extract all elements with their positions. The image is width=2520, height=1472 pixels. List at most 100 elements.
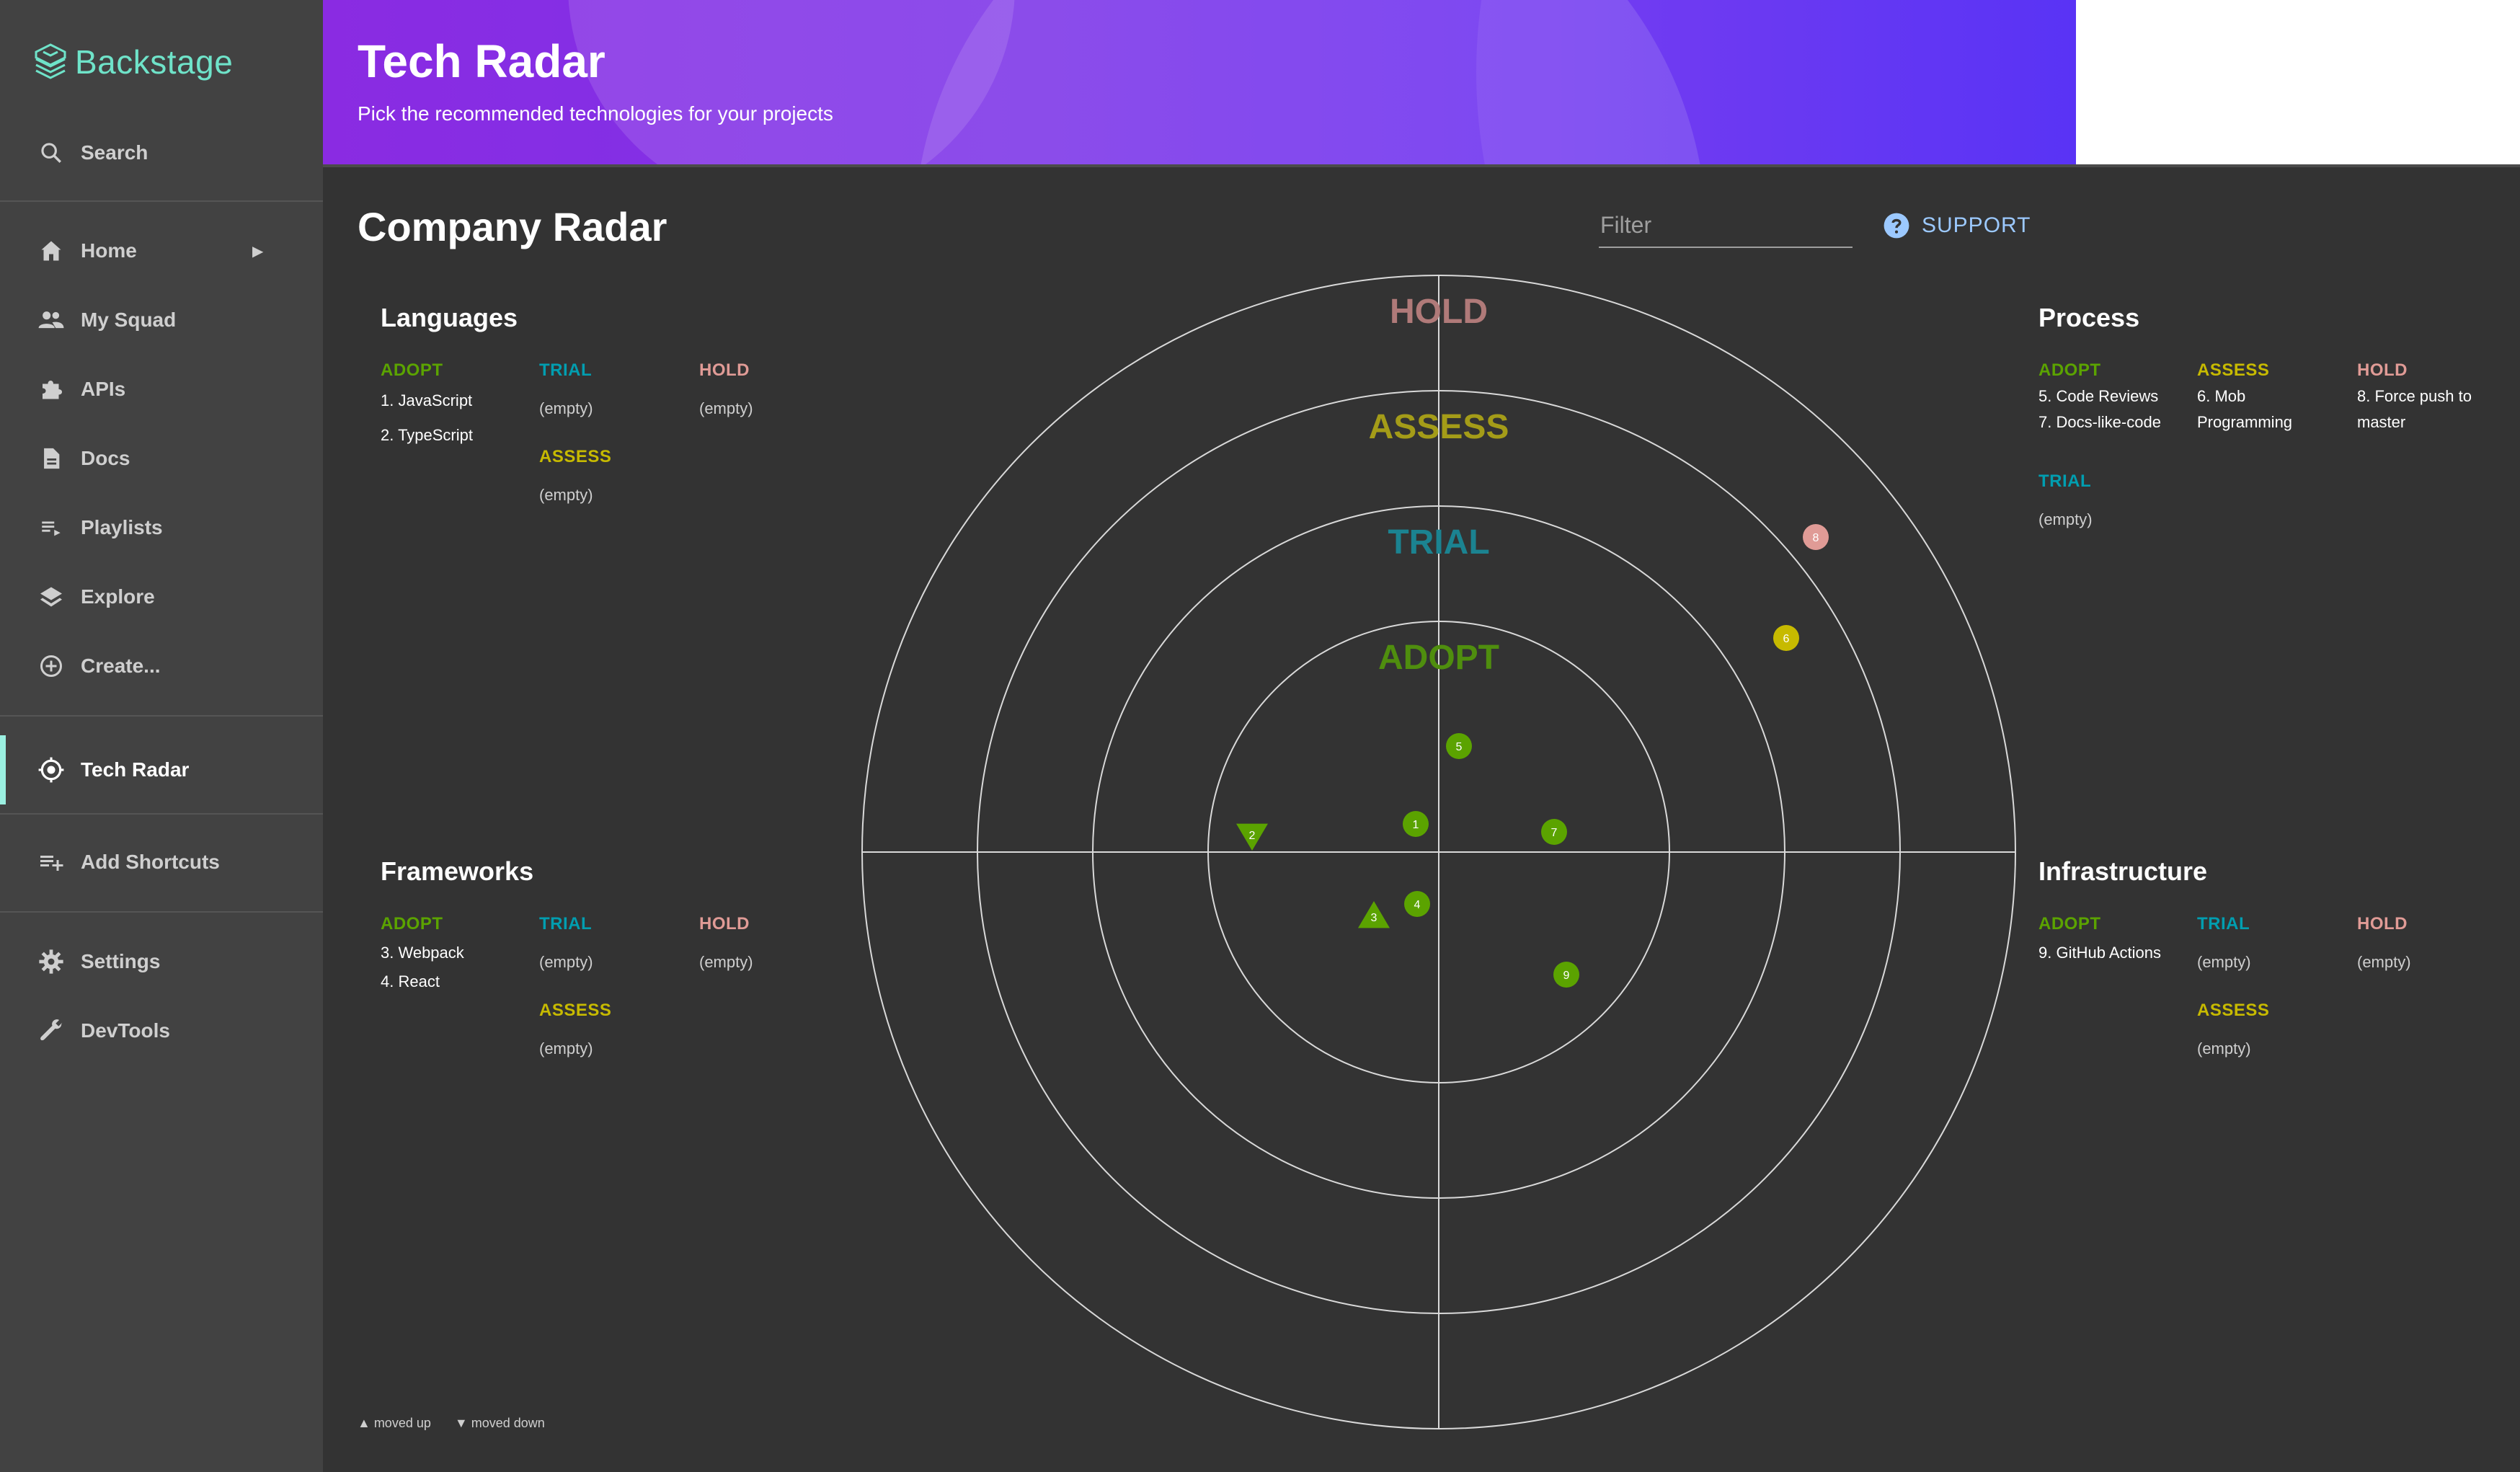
quadrant-title: Infrastructure: [2038, 856, 2208, 886]
sidebar-item-settings[interactable]: Settings: [0, 933, 323, 990]
ring-heading-adopt: ADOPT: [2038, 360, 2101, 380]
blip-marker[interactable]: [1803, 524, 1829, 550]
entry-docs-like-code[interactable]: 7. Docs-like-code: [2038, 413, 2161, 431]
chevron-right-icon[interactable]: ▶: [252, 243, 264, 260]
blip-2[interactable]: 2: [1236, 823, 1268, 851]
blip-marker[interactable]: [1236, 823, 1268, 851]
divider: [0, 200, 323, 202]
entry-github-actions[interactable]: 9. GitHub Actions: [2038, 944, 2161, 962]
ring-heading-adopt: ADOPT: [381, 360, 443, 380]
sidebar-item-label: Settings: [81, 950, 161, 972]
sidebar-item-label: Tech Radar: [81, 758, 190, 781]
ring-label-hold: HOLD: [1390, 293, 1488, 331]
ring-heading-trial: TRIAL: [2197, 914, 2250, 934]
page-header: Tech Radar Pick the recommended technolo…: [323, 0, 2076, 164]
quadrant-title: Frameworks: [381, 856, 534, 886]
legend: ▲ moved up ▼ moved down: [358, 1416, 565, 1431]
sidebar-item-label: Add Shortcuts: [81, 851, 220, 873]
entry-typescript[interactable]: 2. TypeScript: [381, 426, 473, 444]
header-divider: [323, 164, 2520, 167]
blip-8[interactable]: 8: [1803, 524, 1829, 550]
ring-heading-adopt: ADOPT: [381, 914, 443, 934]
filter-field[interactable]: [1599, 206, 1855, 248]
blip-number: 5: [1456, 741, 1463, 753]
entry-code-reviews[interactable]: 5. Code Reviews: [2038, 387, 2159, 405]
blip-marker[interactable]: [1553, 962, 1579, 988]
blip-marker[interactable]: [1541, 819, 1567, 845]
sidebar-item-label: Create...: [81, 655, 161, 677]
sidebar-item-playlists[interactable]: Playlists: [0, 499, 323, 557]
wrench-icon: [35, 1014, 68, 1047]
entry-mob-programming[interactable]: 6. Mob Programming: [2197, 387, 2293, 431]
sidebar: Backstage Search Home ▶ My Squad APIs Do…: [0, 0, 323, 1472]
quadrant-infrastructure: Infrastructure ADOPT 9. GitHub Actions T…: [2038, 856, 2500, 1073]
blip-5[interactable]: 5: [1446, 733, 1472, 759]
help-icon: [1884, 213, 1909, 239]
blip-3[interactable]: 3: [1358, 901, 1390, 928]
blip-9[interactable]: 9: [1553, 962, 1579, 988]
sidebar-item-home[interactable]: Home ▶: [0, 222, 323, 280]
divider: [0, 715, 323, 717]
header-decoration: [1476, 0, 2076, 164]
sidebar-item-label: Explore: [81, 585, 155, 608]
entry-react[interactable]: 4. React: [381, 972, 440, 990]
backstage-logo[interactable]: Backstage: [33, 42, 233, 82]
ring-heading-trial: TRIAL: [539, 914, 593, 934]
quadrant-title: Languages: [381, 303, 518, 332]
page-subtitle: Pick the recommended technologies for yo…: [358, 102, 833, 125]
blip-6[interactable]: 6: [1773, 625, 1799, 651]
sidebar-item-explore[interactable]: Explore: [0, 568, 323, 626]
quadrant-process: Process ADOPT 5. Code Reviews 7. Docs-li…: [2038, 303, 2500, 548]
ring-heading-trial: TRIAL: [2038, 471, 2092, 491]
ring-heading-hold: HOLD: [2357, 360, 2408, 380]
search-icon: [35, 136, 68, 169]
sidebar-item-my-squad[interactable]: My Squad: [0, 291, 323, 349]
blip-marker[interactable]: [1358, 901, 1390, 928]
blip-7[interactable]: 7: [1541, 819, 1567, 845]
ring-heading-trial: TRIAL: [539, 360, 593, 380]
radar-title: Company Radar: [358, 204, 667, 249]
empty-text: (empty): [539, 399, 593, 417]
sidebar-item-label: Playlists: [81, 516, 163, 538]
gear-icon: [35, 945, 68, 978]
blip-marker[interactable]: [1446, 733, 1472, 759]
blip-marker[interactable]: [1773, 625, 1799, 651]
blip-number: 8: [1813, 532, 1819, 544]
ring-label-adopt: ADOPT: [1378, 639, 1499, 677]
empty-text: (empty): [699, 953, 753, 971]
blip-number: 2: [1249, 830, 1256, 842]
sidebar-item-docs[interactable]: Docs: [0, 430, 323, 487]
document-icon: [35, 442, 68, 475]
blip-marker[interactable]: [1403, 811, 1429, 837]
backstage-logo-icon: [35, 43, 66, 79]
ring-label-assess: ASSESS: [1369, 408, 1509, 446]
sidebar-item-label: Home: [81, 239, 137, 262]
entry-webpack[interactable]: 3. Webpack: [381, 944, 464, 962]
layers-icon: [35, 580, 68, 613]
entry-javascript[interactable]: 1. JavaScript: [381, 391, 473, 409]
empty-text: (empty): [2197, 953, 2251, 971]
empty-text: (empty): [2197, 1039, 2251, 1058]
blip-number: 7: [1551, 827, 1558, 839]
entry-force-push-to-master[interactable]: 8. Force push to master: [2357, 387, 2472, 431]
sidebar-item-search[interactable]: Search: [0, 124, 323, 182]
logo-text: Backstage: [75, 43, 234, 81]
sidebar-item-devtools[interactable]: DevTools: [0, 1002, 323, 1060]
sidebar-item-tech-radar[interactable]: Tech Radar: [0, 735, 323, 804]
divider: [0, 813, 323, 815]
sidebar-item-apis[interactable]: APIs: [0, 360, 323, 418]
empty-text: (empty): [539, 486, 593, 504]
sidebar-item-create[interactable]: Create...: [0, 637, 323, 695]
sidebar-item-add-shortcuts[interactable]: Add Shortcuts: [0, 833, 323, 891]
support-button[interactable]: SUPPORT: [1883, 212, 2031, 239]
legend-moved-up: ▲ moved up: [358, 1416, 431, 1430]
empty-text: (empty): [699, 399, 753, 417]
empty-text: (empty): [2038, 510, 2093, 528]
blip-marker[interactable]: [1404, 891, 1430, 917]
ring-heading-hold: HOLD: [699, 360, 750, 380]
blip-4[interactable]: 4: [1404, 891, 1430, 917]
filter-input[interactable]: [1599, 206, 1855, 244]
blip-1[interactable]: 1: [1403, 811, 1429, 837]
header-blank-area: [2076, 0, 2520, 164]
sidebar-item-label: Docs: [81, 447, 130, 469]
